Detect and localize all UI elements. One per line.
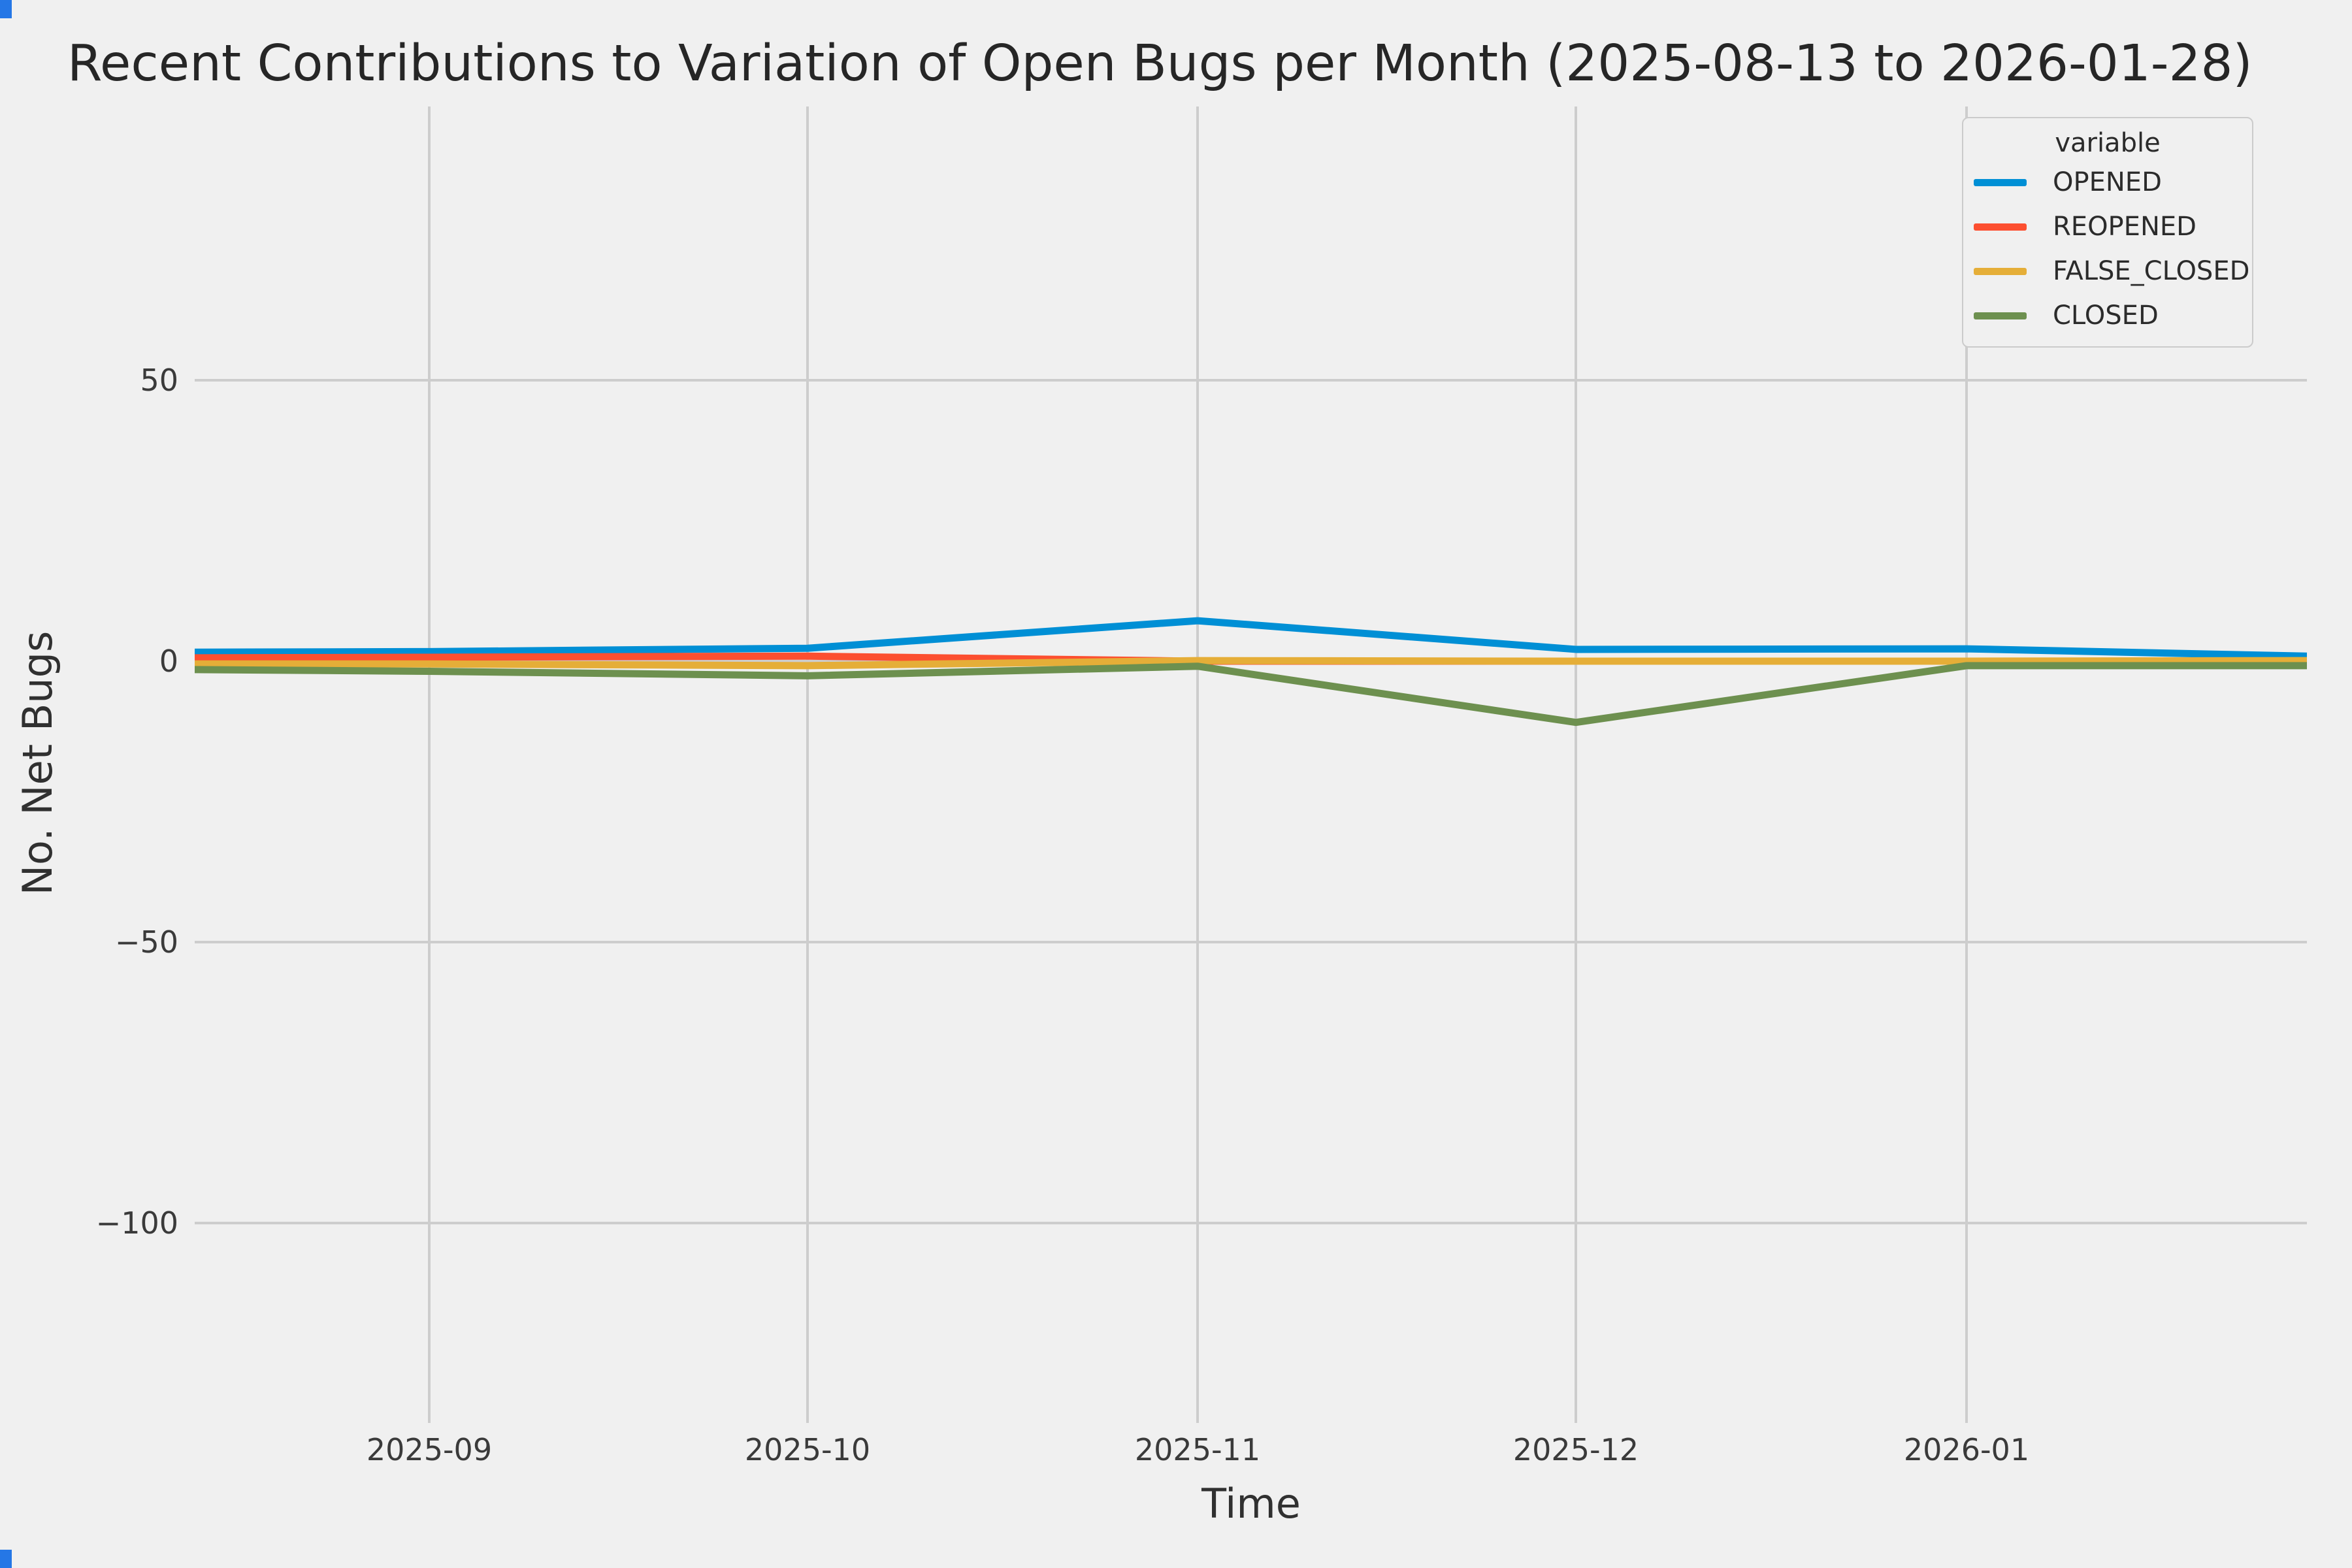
x-tick-label-2025-09: 2025-09 bbox=[366, 1432, 493, 1467]
legend-label-opened: OPENED bbox=[2053, 167, 2162, 197]
series-line-CLOSED bbox=[195, 662, 2307, 727]
x-tick-label-2025-11: 2025-11 bbox=[1134, 1432, 1261, 1467]
screen-edge-artifact-top bbox=[0, 0, 12, 18]
x-axis-label: Time bbox=[1201, 1480, 1301, 1527]
legend-item-false-closed: FALSE_CLOSED bbox=[1974, 249, 2252, 293]
x-tick-label-2025-10: 2025-10 bbox=[744, 1432, 871, 1467]
y-tick-label-50: 50 bbox=[140, 363, 178, 398]
series-line-FALSE_CLOSED bbox=[195, 657, 2307, 670]
legend-swatch-reopened bbox=[1974, 223, 2027, 231]
screen-edge-artifact-bottom bbox=[0, 1550, 12, 1568]
y-axis-label: No. Net Bugs bbox=[14, 630, 61, 896]
legend-swatch-closed bbox=[1974, 312, 2027, 319]
series-line-OPENED bbox=[195, 617, 2307, 660]
legend-swatch-false-closed bbox=[1974, 267, 2027, 275]
legend-label-false-closed: FALSE_CLOSED bbox=[2053, 256, 2250, 286]
y-tick-label-0: 0 bbox=[159, 644, 178, 679]
legend-title: variable bbox=[2055, 128, 2161, 158]
y-tick-label--100: −100 bbox=[95, 1205, 178, 1241]
legend-label-reopened: REOPENED bbox=[2053, 212, 2197, 242]
legend-item-reopened: REOPENED bbox=[1974, 204, 2252, 249]
legend-label-closed: CLOSED bbox=[2053, 301, 2159, 331]
legend-swatch-opened bbox=[1974, 178, 2027, 186]
page-title: Recent Contributions to Variation of Ope… bbox=[67, 35, 2253, 93]
y-tick-label--50: −50 bbox=[114, 924, 178, 960]
x-tick-label-2026-01: 2026-01 bbox=[1903, 1432, 2030, 1467]
x-tick-label-2025-12: 2025-12 bbox=[1512, 1432, 1639, 1467]
legend-item-closed: CLOSED bbox=[1974, 293, 2252, 338]
chart-canvas bbox=[195, 106, 2307, 1423]
legend-item-opened: OPENED bbox=[1974, 160, 2252, 204]
legend: variable OPENED REOPENED FALSE_CLOSED CL… bbox=[1962, 117, 2253, 348]
